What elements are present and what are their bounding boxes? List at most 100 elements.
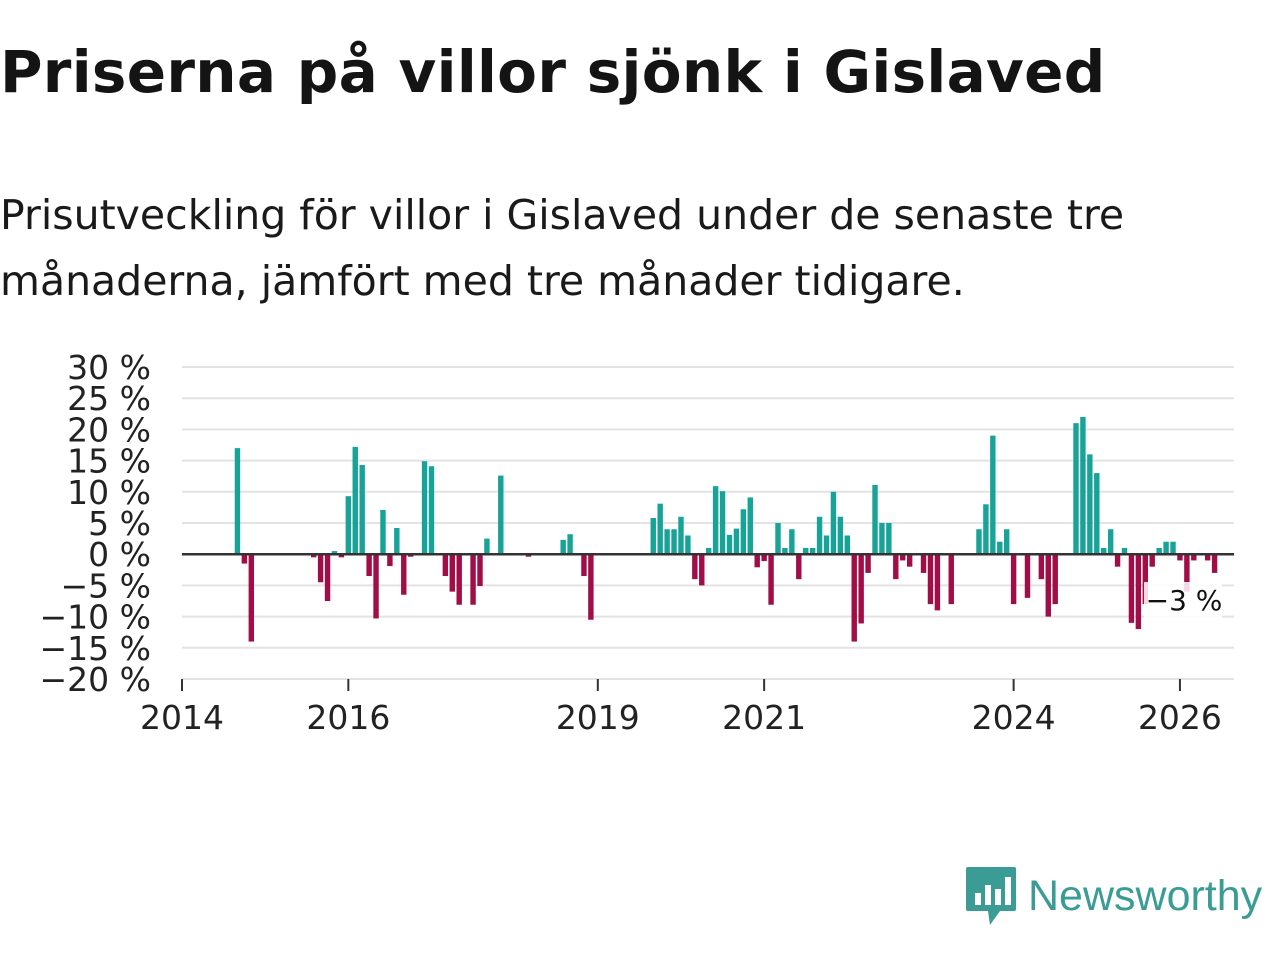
bar: [387, 554, 393, 567]
bar: [484, 538, 490, 555]
bar: [692, 554, 698, 580]
bar: [1052, 554, 1058, 605]
bar: [1038, 554, 1045, 580]
bar: [470, 554, 476, 605]
bar: [948, 554, 954, 605]
bar: [823, 535, 830, 555]
y-axis-ticks: 30 %25 %20 %15 %10 %5 %0 %−5 %−10 %−15 %…: [40, 348, 152, 699]
bar: [678, 516, 684, 555]
bar: [1149, 554, 1155, 567]
bar: [560, 539, 566, 555]
bar: [685, 535, 691, 555]
bar: [380, 509, 386, 555]
bar: [338, 554, 345, 558]
last-value-label-background: [1144, 582, 1222, 618]
bar: [1135, 554, 1142, 630]
bar: [920, 554, 927, 573]
bar: [234, 448, 241, 555]
bar: [705, 547, 712, 555]
bar: [809, 547, 816, 555]
bar: [927, 554, 934, 605]
bar: [373, 554, 379, 619]
bar: [1177, 554, 1183, 561]
bar: [317, 554, 324, 583]
y-tick-label: 25 %: [67, 379, 151, 418]
bar: [1170, 541, 1176, 555]
bar: [442, 554, 449, 577]
bar: [775, 523, 781, 555]
x-tick-label: 2019: [556, 698, 640, 737]
bar: [407, 554, 414, 557]
y-tick-label: −5 %: [61, 566, 152, 605]
y-tick-label: 15 %: [67, 442, 151, 481]
bar: [789, 529, 795, 555]
bar: [428, 466, 435, 555]
bar: [671, 529, 677, 555]
bar: [983, 504, 989, 555]
bar: [588, 554, 594, 620]
bar: [872, 484, 878, 555]
bar: [1184, 554, 1190, 592]
bar: [865, 554, 871, 573]
x-axis: 2014 2016 2019 2021 2024 2026: [140, 678, 1234, 737]
bar: [754, 554, 760, 568]
bar: [837, 516, 844, 555]
bar: [664, 529, 670, 555]
bar: [1211, 554, 1218, 573]
bar: [567, 534, 573, 555]
y-tick-label: −20 %: [40, 660, 152, 699]
bar-chart: 30 %25 %20 %15 %10 %5 %0 %−5 %−10 %−15 %…: [40, 348, 1234, 737]
bar: [796, 554, 802, 580]
bar: [747, 497, 753, 555]
bar: [1045, 554, 1051, 617]
bar: [740, 509, 747, 555]
x-tick-label: 2024: [972, 698, 1056, 737]
bar: [1156, 547, 1162, 555]
newsworthy-chart-icon: [966, 867, 1016, 925]
x-tick-label: 2021: [722, 698, 806, 737]
bar: [830, 491, 837, 555]
bar: [1191, 554, 1197, 561]
y-tick-label: −10 %: [40, 598, 152, 637]
bar: [1010, 554, 1017, 605]
bar: [421, 461, 428, 555]
bar: [1094, 473, 1100, 555]
chart-subtitle: Prisutveckling för villor i Gislaved und…: [0, 191, 1125, 305]
bar: [934, 554, 941, 611]
bar: [401, 554, 407, 595]
y-tick-label: 5 %: [88, 504, 151, 543]
bar: [1024, 554, 1031, 598]
bar: [712, 486, 719, 555]
bar: [581, 554, 587, 577]
bar: [241, 554, 248, 564]
bar: [394, 527, 400, 555]
bar: [456, 554, 462, 605]
bar: [997, 541, 1003, 555]
bar: [816, 516, 823, 555]
bar: [886, 523, 892, 555]
bar: [1087, 454, 1093, 555]
bar: [449, 554, 455, 592]
bar: [1142, 554, 1148, 605]
bar: [366, 554, 372, 577]
bar: [1128, 554, 1135, 623]
y-tick-label: 10 %: [67, 473, 151, 512]
x-tick-label: 2016: [306, 698, 390, 737]
bar: [719, 491, 726, 555]
bar: [1114, 554, 1121, 567]
bar: [803, 547, 809, 555]
bar: [900, 554, 906, 561]
bars: [234, 416, 1218, 642]
bar: [1080, 416, 1086, 555]
bar: [248, 554, 255, 642]
newsworthy-logo: Newsworthy: [964, 864, 1262, 928]
last-value-label: −3 %: [1146, 584, 1223, 617]
bar: [851, 554, 857, 642]
bar: [1121, 547, 1128, 555]
bar: [1101, 547, 1107, 555]
newsworthy-logo-text: Newsworthy: [1028, 871, 1263, 920]
y-tick-label: 0 %: [88, 535, 151, 574]
bar: [782, 547, 788, 555]
bar: [324, 554, 331, 601]
bar: [879, 523, 885, 555]
